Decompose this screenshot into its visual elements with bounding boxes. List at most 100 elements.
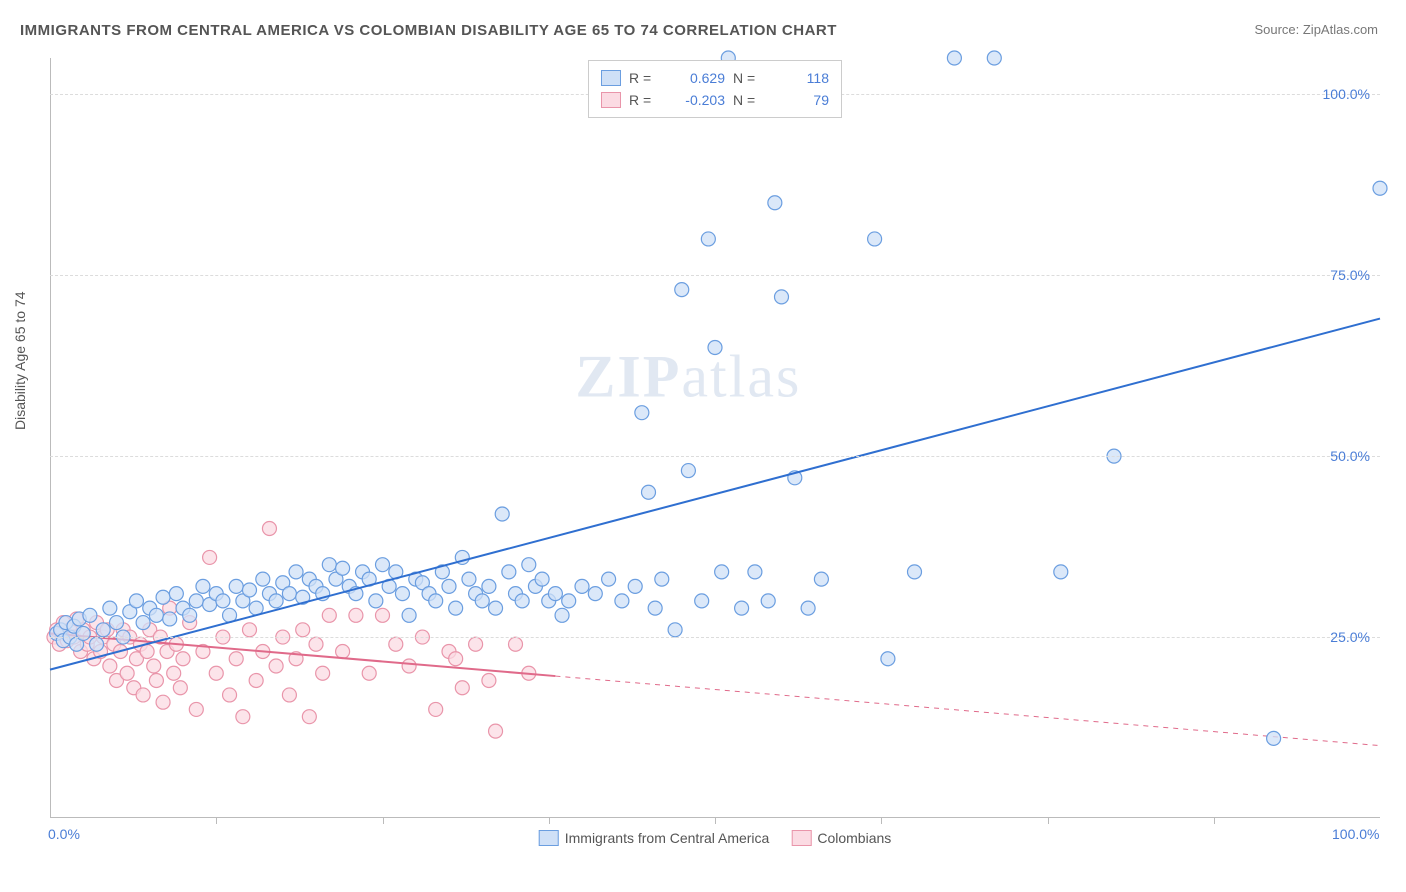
n-label-2: N = (733, 92, 761, 108)
series-legend: Immigrants from Central America Colombia… (539, 830, 892, 846)
x-tick-mark (383, 818, 384, 824)
scatter-point (868, 232, 882, 246)
scatter-canvas (50, 58, 1380, 818)
correlation-legend: R = 0.629 N = 118 R = -0.203 N = 79 (588, 60, 842, 118)
y-axis-label: Disability Age 65 to 74 (12, 291, 28, 430)
scatter-point (675, 283, 689, 297)
scatter-point (336, 561, 350, 575)
scatter-point (402, 608, 416, 622)
scatter-point (628, 579, 642, 593)
n-value-a: 118 (769, 70, 829, 86)
scatter-point (455, 681, 469, 695)
legend-label-a: Immigrants from Central America (565, 830, 770, 846)
scatter-point (881, 652, 895, 666)
scatter-point (173, 681, 187, 695)
scatter-point (96, 623, 110, 637)
x-tick-mark (216, 818, 217, 824)
scatter-point (223, 688, 237, 702)
scatter-point (163, 612, 177, 626)
x-tick-label: 0.0% (48, 826, 80, 842)
legend-swatch-b (601, 92, 621, 108)
scatter-point (1373, 181, 1387, 195)
scatter-point (482, 673, 496, 687)
scatter-point (768, 196, 782, 210)
scatter-point (136, 616, 150, 630)
scatter-point (149, 673, 163, 687)
scatter-point (216, 594, 230, 608)
scatter-point (908, 565, 922, 579)
scatter-point (575, 579, 589, 593)
scatter-point (349, 608, 363, 622)
gridline (50, 275, 1380, 276)
scatter-point (395, 587, 409, 601)
scatter-point (814, 572, 828, 586)
scatter-point (302, 710, 316, 724)
scatter-point (735, 601, 749, 615)
scatter-point (262, 521, 276, 535)
scatter-point (256, 572, 270, 586)
chart-title: IMMIGRANTS FROM CENTRAL AMERICA VS COLOM… (20, 22, 837, 39)
scatter-point (555, 608, 569, 622)
x-tick-mark (549, 818, 550, 824)
scatter-point (83, 608, 97, 622)
legend-item-a: Immigrants from Central America (539, 830, 770, 846)
scatter-point (1267, 731, 1281, 745)
scatter-point (548, 587, 562, 601)
scatter-point (189, 702, 203, 716)
scatter-point (167, 666, 181, 680)
scatter-point (748, 565, 762, 579)
scatter-point (489, 601, 503, 615)
r-value-b: -0.203 (665, 92, 725, 108)
scatter-point (110, 616, 124, 630)
scatter-point (761, 594, 775, 608)
scatter-point (169, 587, 183, 601)
source-attribution: Source: ZipAtlas.com (1254, 22, 1378, 37)
scatter-point (120, 666, 134, 680)
scatter-point (469, 637, 483, 651)
scatter-point (140, 645, 154, 659)
scatter-point (635, 406, 649, 420)
scatter-point (103, 601, 117, 615)
scatter-point (668, 623, 682, 637)
scatter-point (502, 565, 516, 579)
scatter-point (489, 724, 503, 738)
r-label: R = (629, 70, 657, 86)
scatter-point (136, 688, 150, 702)
scatter-point (495, 507, 509, 521)
plot-area: ZIPatlas R = 0.629 N = 118 R = -0.203 N … (50, 58, 1380, 818)
scatter-point (156, 695, 170, 709)
scatter-point (156, 590, 170, 604)
scatter-point (801, 601, 815, 615)
scatter-point (269, 659, 283, 673)
scatter-point (189, 594, 203, 608)
scatter-point (615, 594, 629, 608)
scatter-point (482, 579, 496, 593)
scatter-point (775, 290, 789, 304)
scatter-point (129, 594, 143, 608)
scatter-point (402, 659, 416, 673)
x-tick-mark (1214, 818, 1215, 824)
scatter-point (229, 579, 243, 593)
scatter-point (442, 579, 456, 593)
x-tick-label: 100.0% (1332, 826, 1379, 842)
scatter-point (176, 652, 190, 666)
scatter-point (322, 608, 336, 622)
scatter-point (296, 623, 310, 637)
scatter-point (147, 659, 161, 673)
scatter-point (681, 464, 695, 478)
x-tick-mark (1048, 818, 1049, 824)
scatter-point (562, 594, 576, 608)
y-tick-label: 75.0% (1330, 267, 1370, 283)
scatter-point (376, 608, 390, 622)
scatter-point (509, 637, 523, 651)
scatter-point (289, 565, 303, 579)
scatter-point (362, 666, 376, 680)
scatter-point (987, 51, 1001, 65)
scatter-point (336, 645, 350, 659)
scatter-point (229, 652, 243, 666)
scatter-point (209, 666, 223, 680)
scatter-point (695, 594, 709, 608)
scatter-point (449, 601, 463, 615)
legend-label-b: Colombians (817, 830, 891, 846)
scatter-point (515, 594, 529, 608)
